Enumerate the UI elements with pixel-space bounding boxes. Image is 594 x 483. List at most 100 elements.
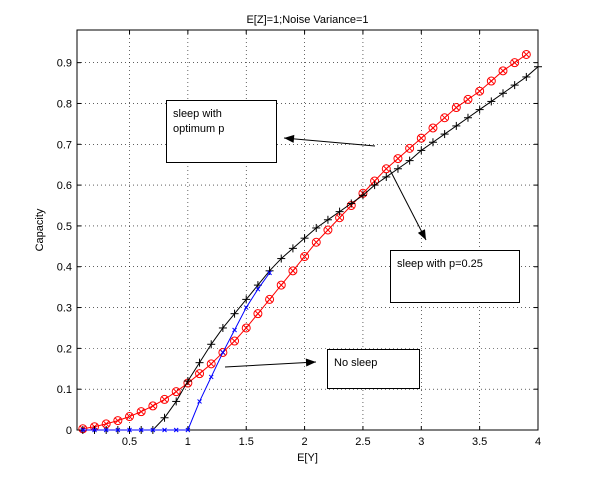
annotation-no-sleep-text: No sleep <box>334 357 378 369</box>
data-point <box>323 215 332 224</box>
annotation-sleep-p025: sleep with p=0.25 <box>390 250 520 303</box>
y-axis-label: Capacity <box>34 208 46 251</box>
data-point <box>463 113 472 122</box>
arrow-sleep-optimum-head <box>284 134 295 143</box>
data-point <box>80 427 86 433</box>
data-point <box>162 427 167 433</box>
x-tick-label: 2 <box>302 436 308 448</box>
data-point <box>171 387 181 397</box>
data-point <box>92 427 97 433</box>
data-point <box>288 244 297 253</box>
data-point <box>207 340 216 349</box>
data-point <box>243 305 249 310</box>
x-tick-label: 2.5 <box>355 436 370 448</box>
data-point <box>206 359 216 369</box>
data-point <box>173 427 179 433</box>
arrow-no-sleep <box>224 361 317 368</box>
y-tick-label: 0.9 <box>57 58 72 70</box>
data-point <box>534 62 542 71</box>
data-point <box>393 164 402 173</box>
data-point <box>127 427 132 433</box>
data-point <box>255 286 261 292</box>
data-point <box>288 266 298 276</box>
plot-frame <box>76 29 539 431</box>
data-point <box>381 164 391 174</box>
data-point <box>160 413 169 422</box>
data-point <box>382 172 391 181</box>
data-point <box>241 323 251 333</box>
data-point <box>276 280 286 290</box>
data-point <box>522 72 531 81</box>
y-tick-label: 0.6 <box>57 180 72 192</box>
data-point <box>253 309 263 319</box>
data-point <box>393 154 403 164</box>
data-point <box>208 374 214 380</box>
data-point <box>498 89 507 98</box>
data-point <box>498 66 508 76</box>
data-point <box>312 223 321 232</box>
data-point <box>323 225 333 235</box>
data-point <box>230 336 240 346</box>
data-point <box>115 427 121 433</box>
data-point <box>405 143 415 153</box>
data-point <box>172 397 181 406</box>
data-point <box>136 407 146 417</box>
data-point <box>475 105 484 114</box>
data-point <box>230 309 239 318</box>
data-point <box>521 49 531 59</box>
data-point <box>370 181 379 190</box>
data-point <box>451 103 461 113</box>
data-point <box>311 237 321 247</box>
data-point <box>335 207 344 216</box>
data-point <box>475 86 485 96</box>
data-point <box>113 416 123 426</box>
x-tick-label: 1.5 <box>239 436 254 448</box>
data-point <box>486 76 496 86</box>
data-point <box>220 350 226 355</box>
data-point <box>440 130 449 139</box>
x-tick-label: 3.5 <box>472 436 487 448</box>
y-tick-label: 0.4 <box>57 262 72 274</box>
x-axis-label: E[Y] <box>297 452 318 464</box>
data-point <box>510 81 519 90</box>
y-tick-label: 0.3 <box>57 303 72 315</box>
annotation-sleep-optimum-text: sleep with optimum p <box>173 108 225 135</box>
chart-title: E[Z]=1;Noise Variance=1 <box>246 14 368 26</box>
data-point <box>183 377 192 386</box>
data-point <box>242 295 251 304</box>
data-point <box>138 427 144 433</box>
data-point <box>358 191 367 200</box>
data-point <box>150 427 156 433</box>
data-point <box>510 58 520 68</box>
data-point <box>405 156 414 165</box>
data-point <box>300 252 310 262</box>
data-point <box>232 327 237 333</box>
x-tick-label: 4 <box>535 436 541 448</box>
data-point <box>267 270 272 276</box>
x-tick-label: 3 <box>418 436 424 448</box>
data-point <box>452 121 461 130</box>
data-point <box>195 358 204 367</box>
data-point <box>125 412 135 422</box>
data-point <box>197 399 202 404</box>
data-point <box>195 369 205 379</box>
data-point <box>487 97 496 106</box>
data-point <box>148 401 158 411</box>
arrow-no-sleep-head <box>305 358 316 367</box>
arrow-sleep-optimum <box>283 137 376 147</box>
data-point <box>428 123 438 133</box>
y-tick-label: 0.7 <box>57 139 72 151</box>
data-point <box>300 234 309 243</box>
y-tick-label: 0.1 <box>57 384 72 396</box>
data-point <box>416 133 426 143</box>
data-point <box>440 113 450 123</box>
x-tick-label: 0.5 <box>122 436 137 448</box>
data-point <box>265 294 275 304</box>
data-point <box>463 94 473 104</box>
annotation-sleep-optimum: sleep with optimum p <box>166 100 277 163</box>
plot-area <box>77 30 538 430</box>
data-point <box>218 323 227 332</box>
y-tick-label: 0 <box>66 425 72 437</box>
y-tick-label: 0.5 <box>57 221 72 233</box>
data-point <box>428 138 437 147</box>
